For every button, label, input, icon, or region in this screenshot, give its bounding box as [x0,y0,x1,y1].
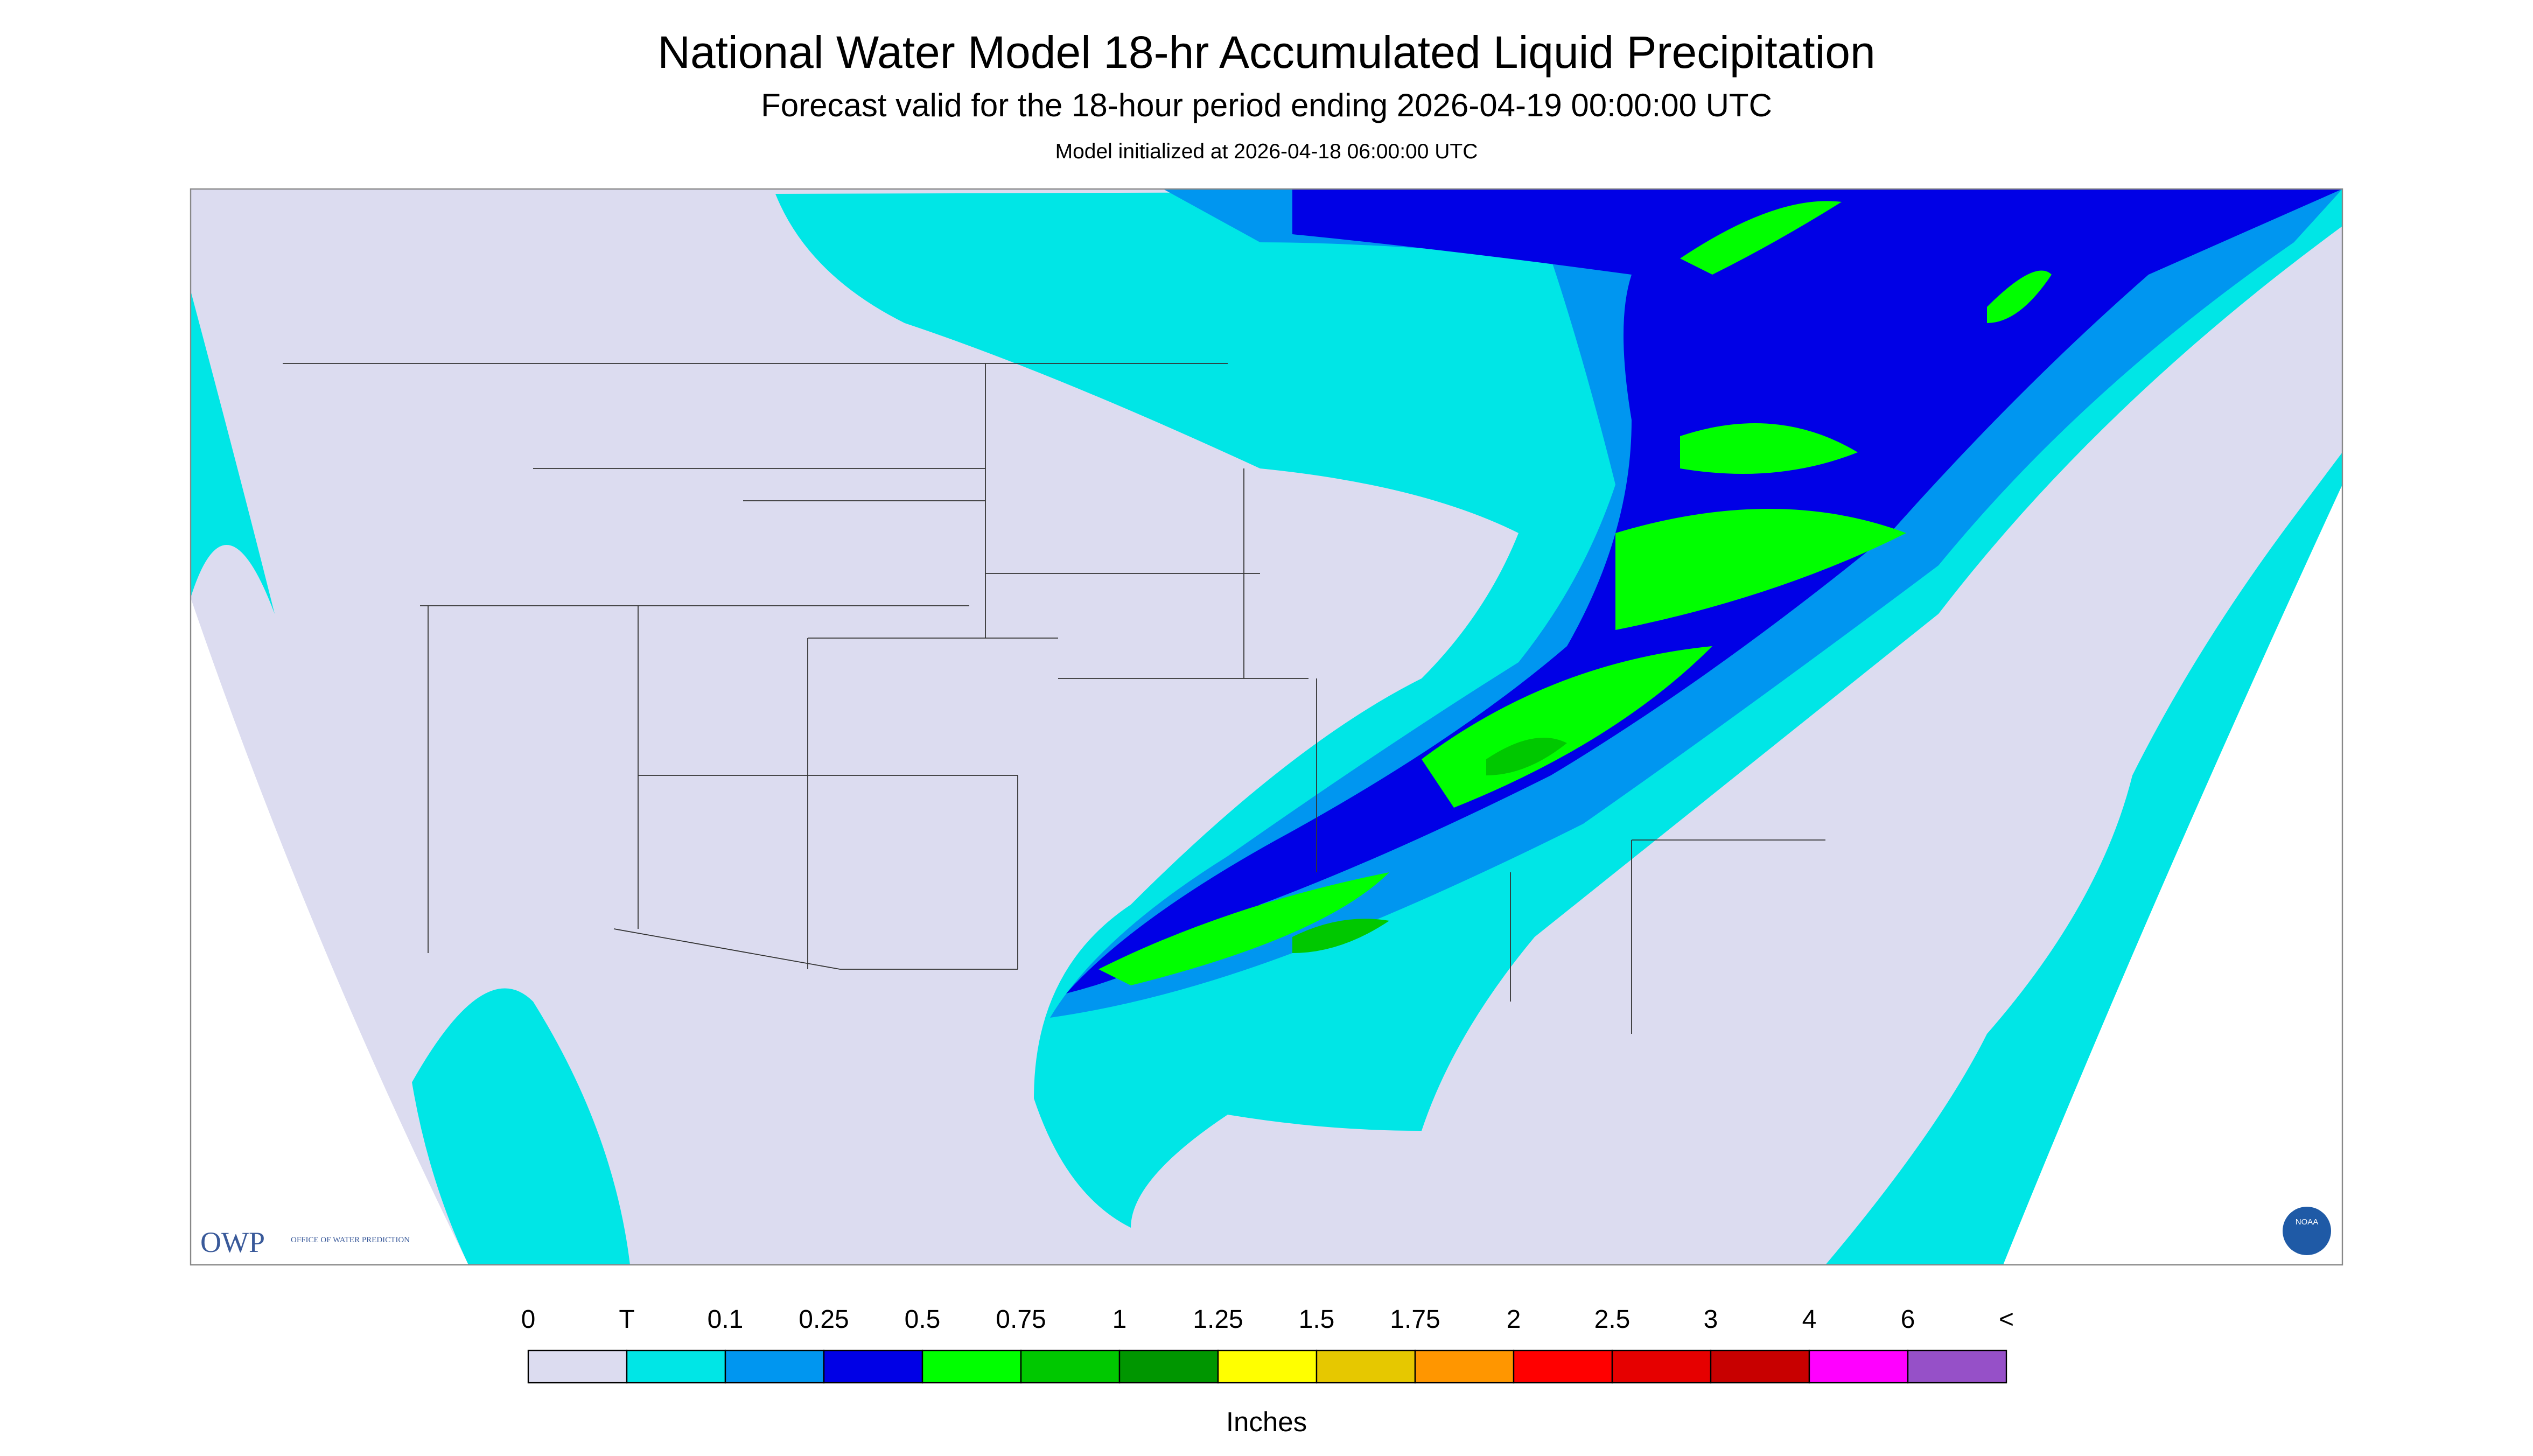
precip-area [1825,452,2342,1265]
precip-area [1292,738,1567,954]
legend-label: 0.25 [799,1305,849,1334]
legend-swatch [724,1349,825,1384]
owp-logo: OWP [200,1226,265,1258]
legend-swatch [921,1349,1022,1384]
legend-label: < [1999,1305,2014,1334]
legend-swatch [1217,1349,1318,1384]
legend-label: 1.25 [1193,1305,1243,1334]
legend-label: 1.75 [1390,1305,1440,1334]
legend-label: 2.5 [1594,1305,1631,1334]
legend-label: 0 [521,1305,536,1334]
legend-swatch [1808,1349,1909,1384]
legend-swatch [1907,1349,2007,1384]
legend-label: 0.5 [905,1305,941,1334]
legend-swatch [1513,1349,1613,1384]
legend-swatch [1710,1349,1810,1384]
legend-swatch [1020,1349,1121,1384]
legend-label: 6 [1901,1305,1915,1334]
noaa-logo-text: NOAA [2296,1217,2319,1227]
title: National Water Model 18-hr Accumulated L… [657,27,1875,78]
legend-label: 4 [1802,1305,1817,1334]
legend-label: 1 [1112,1305,1127,1334]
noaa-logo [2283,1207,2331,1256]
legend-swatch [1316,1349,1416,1384]
legend: 0 T 0.1 0.25 0.5 0.75 1 1.25 1.5 1.75 2 2.5 3 4 6 < [521,1305,2014,1384]
legend-label: 2 [1507,1305,1521,1334]
legend-label: T [619,1305,634,1334]
legend-swatch [823,1349,923,1384]
precip-area [412,988,630,1265]
legend-swatch [1118,1349,1219,1384]
map-frame [190,188,2343,1266]
owp-logo-text: OFFICE OF WATER PREDICTION [291,1236,410,1244]
legend-swatch [527,1349,628,1384]
legend-swatch [1414,1349,1515,1384]
precip-area [191,291,275,614]
legend-label: 1.5 [1299,1305,1335,1334]
subtitle: Forecast valid for the 18-hour period en… [761,87,1772,123]
init-time: Model initialized at 2026-04-18 06:00:00… [1055,140,1478,163]
legend-swatch [1611,1349,1712,1384]
legend-unit: Inches [1226,1406,1307,1437]
map: OWP OFFICE OF WATER PREDICTION NOAA [190,188,2343,1266]
state-borders [283,363,1825,1034]
legend-label: 0.75 [996,1305,1046,1334]
legend-label: 3 [1704,1305,1718,1334]
legend-swatch [626,1349,726,1384]
legend-label: 0.1 [708,1305,744,1334]
